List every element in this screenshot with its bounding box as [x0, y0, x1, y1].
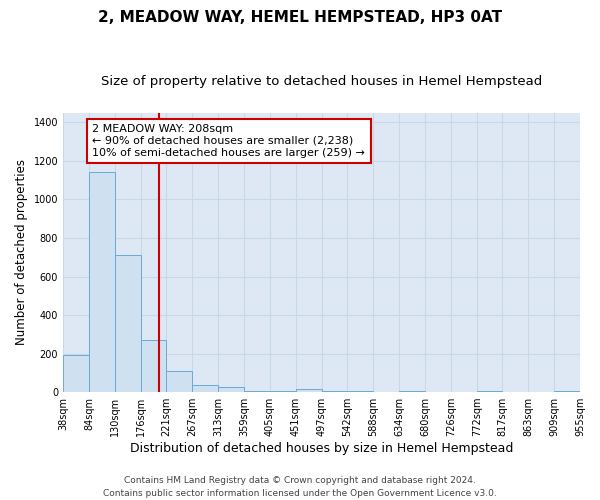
Bar: [554, 391, 580, 392]
Bar: [347, 391, 373, 392]
Bar: [399, 391, 425, 392]
Y-axis label: Number of detached properties: Number of detached properties: [15, 160, 28, 346]
Text: Contains HM Land Registry data © Crown copyright and database right 2024.
Contai: Contains HM Land Registry data © Crown c…: [103, 476, 497, 498]
Bar: [115, 254, 141, 392]
Bar: [218, 387, 244, 392]
Bar: [296, 389, 322, 392]
X-axis label: Distribution of detached houses by size in Hemel Hempstead: Distribution of detached houses by size …: [130, 442, 513, 455]
Bar: [141, 340, 166, 392]
Bar: [89, 172, 115, 392]
Bar: [244, 390, 270, 392]
Text: 2, MEADOW WAY, HEMEL HEMPSTEAD, HP3 0AT: 2, MEADOW WAY, HEMEL HEMPSTEAD, HP3 0AT: [98, 10, 502, 25]
Bar: [192, 386, 218, 392]
Bar: [322, 391, 347, 392]
Bar: [63, 355, 89, 392]
Text: 2 MEADOW WAY: 208sqm
← 90% of detached houses are smaller (2,238)
10% of semi-de: 2 MEADOW WAY: 208sqm ← 90% of detached h…: [92, 124, 365, 158]
Bar: [477, 391, 502, 392]
Bar: [270, 390, 296, 392]
Bar: [166, 370, 192, 392]
Title: Size of property relative to detached houses in Hemel Hempstead: Size of property relative to detached ho…: [101, 75, 542, 88]
